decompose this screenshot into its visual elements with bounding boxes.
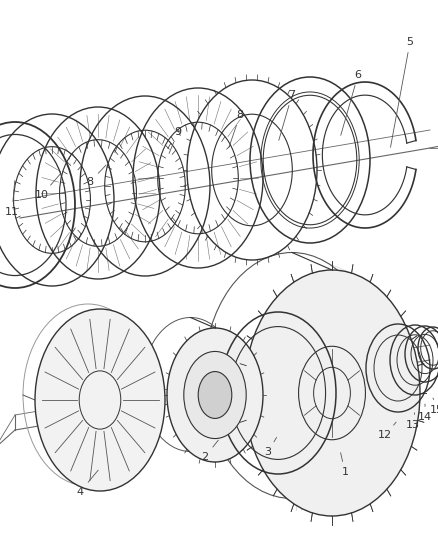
Ellipse shape	[167, 328, 263, 462]
Text: 12: 12	[378, 422, 396, 440]
Text: 11: 11	[5, 181, 19, 217]
Text: 13: 13	[406, 413, 420, 430]
Text: 8: 8	[86, 165, 106, 187]
Text: 5: 5	[391, 37, 413, 147]
Ellipse shape	[244, 270, 420, 516]
Text: 7: 7	[279, 90, 296, 140]
Text: 14: 14	[418, 404, 432, 422]
Text: 10: 10	[35, 174, 60, 200]
Text: 8: 8	[229, 110, 244, 147]
Text: 3: 3	[265, 438, 276, 457]
Text: 9: 9	[169, 127, 182, 154]
Ellipse shape	[198, 372, 232, 418]
Ellipse shape	[35, 309, 165, 491]
Text: 4: 4	[77, 470, 98, 497]
Text: 6: 6	[341, 70, 361, 135]
Text: 1: 1	[341, 453, 349, 477]
Ellipse shape	[184, 351, 246, 439]
Text: 2: 2	[201, 440, 218, 462]
Text: 15: 15	[430, 398, 438, 415]
